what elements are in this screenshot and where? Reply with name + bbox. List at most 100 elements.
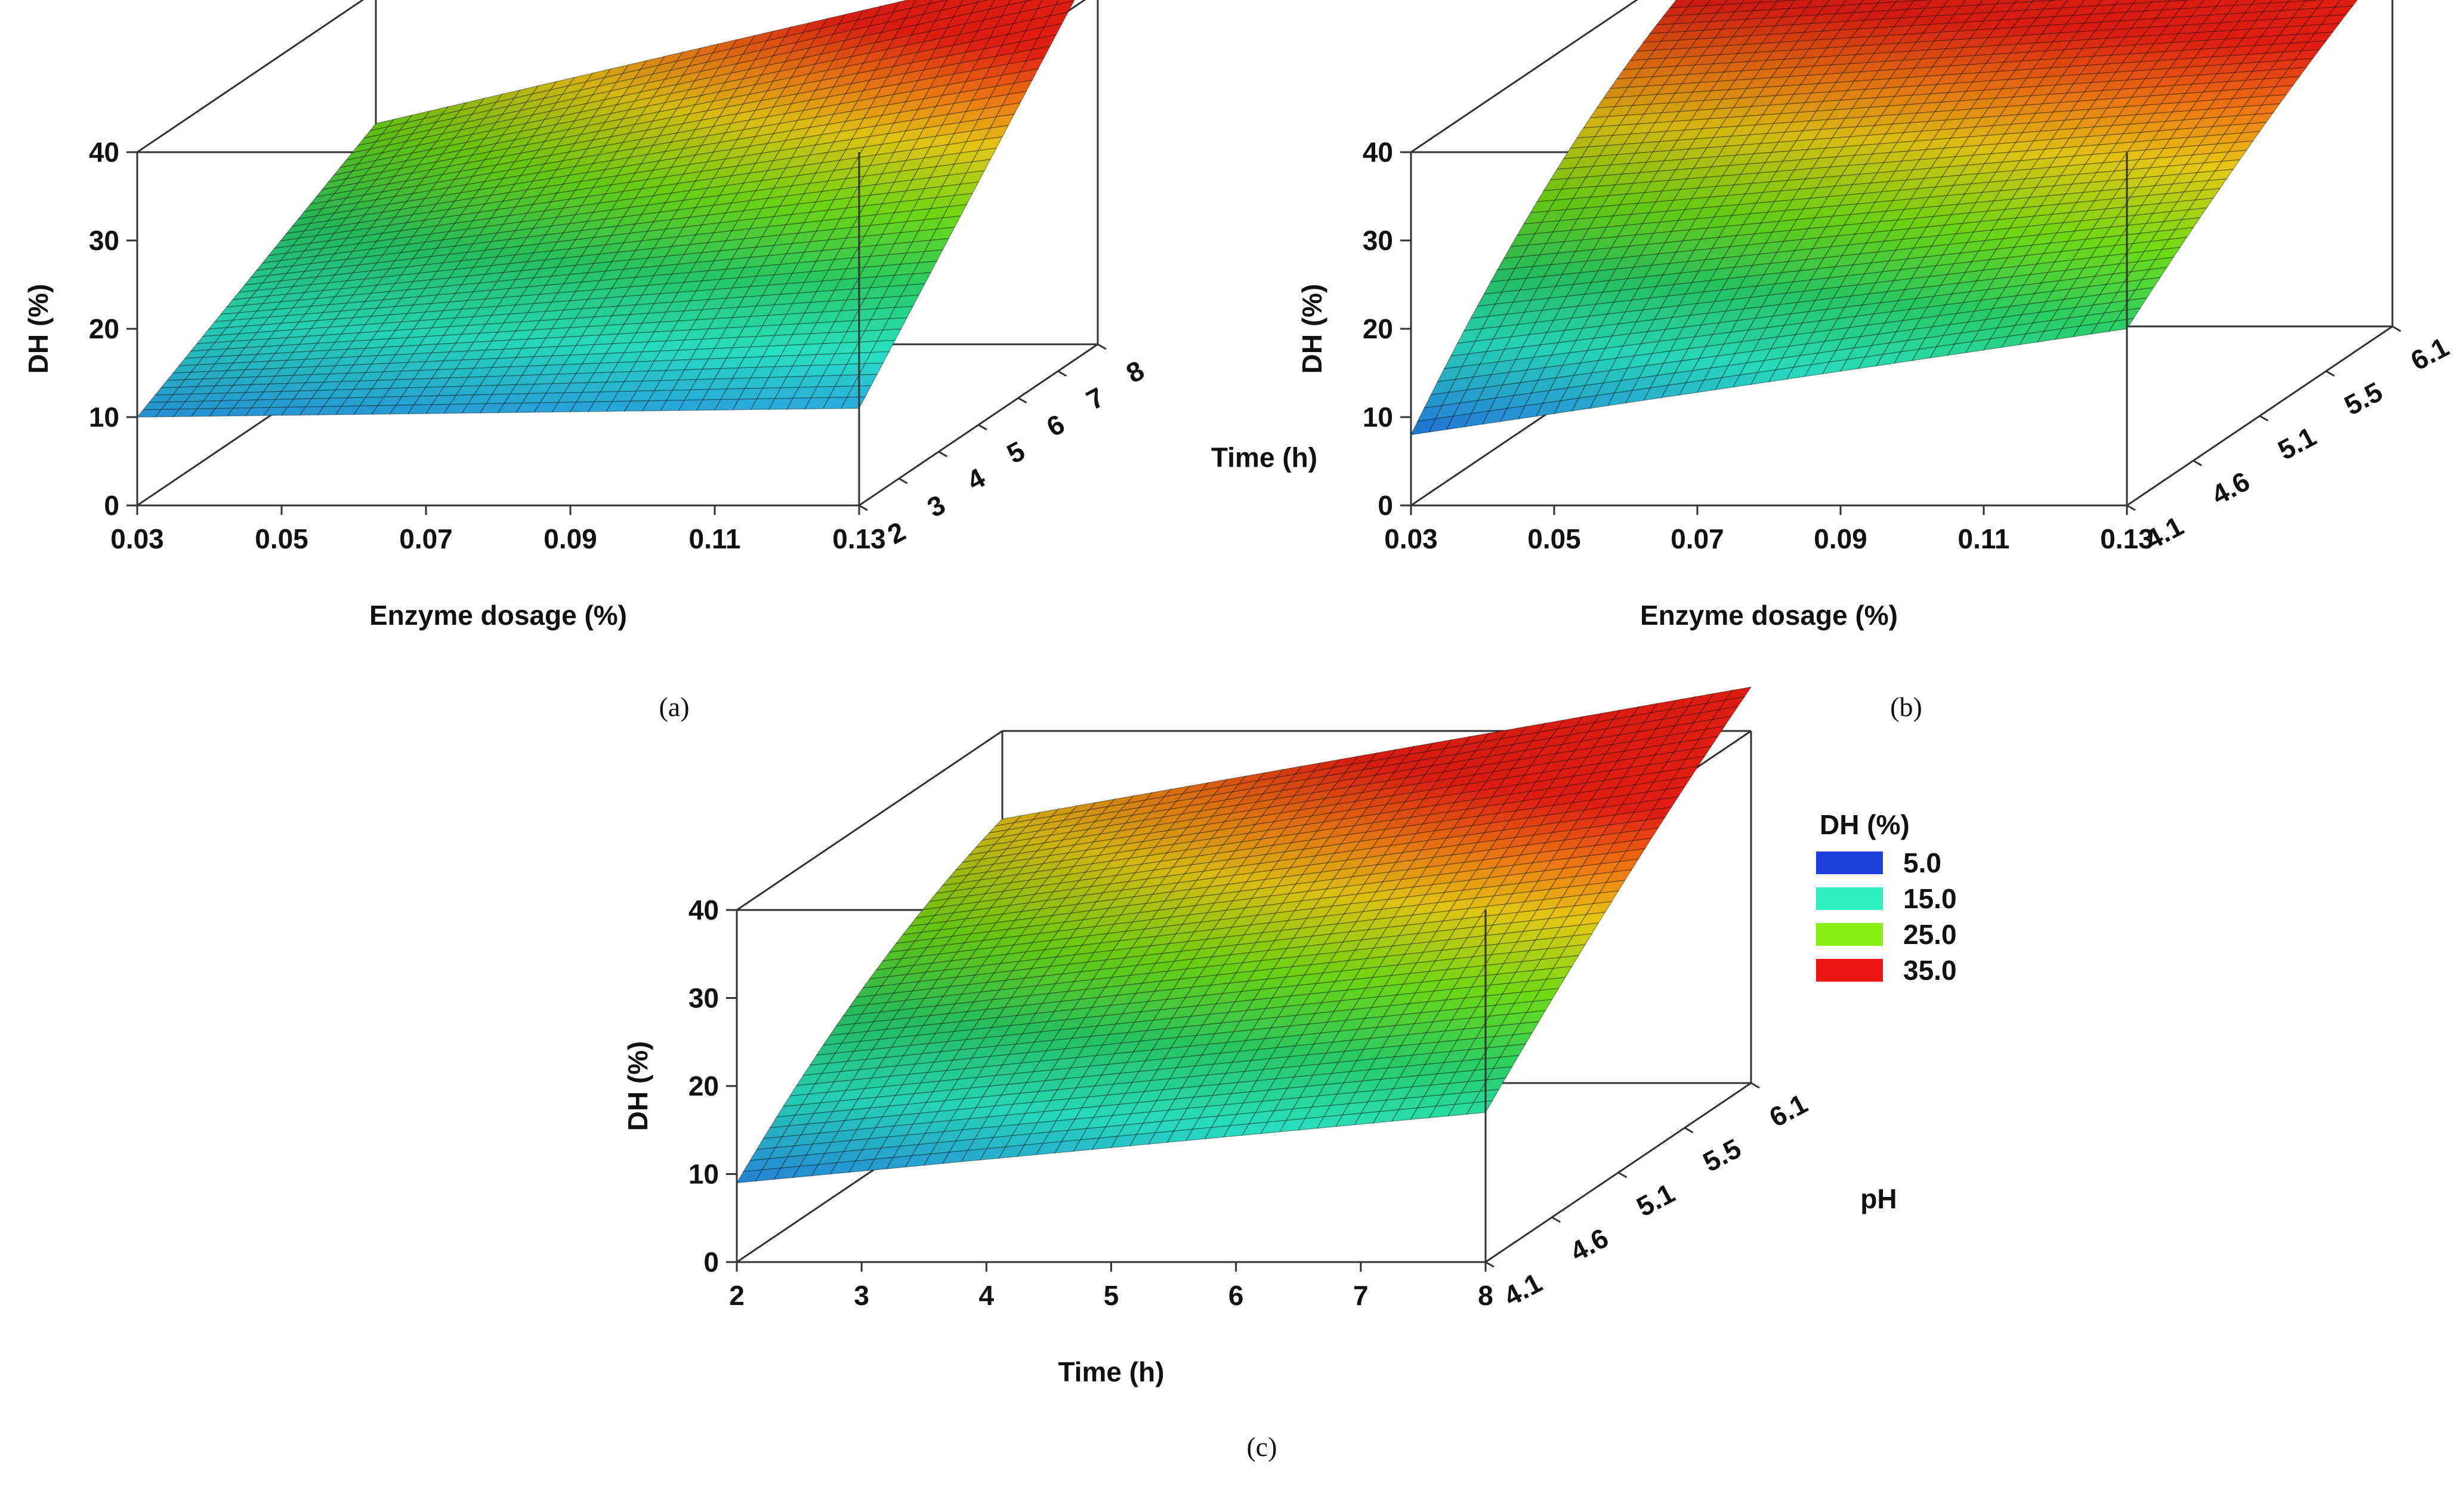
legend-label-3: 25.0	[1903, 919, 1957, 950]
y-tick	[938, 451, 948, 458]
z-axis-label: DH (%)	[23, 284, 54, 374]
panel-caption: (b)	[1890, 692, 1922, 722]
x-tick-label: 0.03	[110, 523, 164, 554]
surface-cell	[977, 136, 1003, 152]
response-surface	[736, 686, 1752, 1184]
panel-caption: (c)	[1246, 1432, 1277, 1462]
surface-cell	[2049, 0, 2065, 1]
y-tick	[1017, 397, 1027, 404]
x-tick-label: 0.13	[832, 523, 886, 554]
z-tick-label: 40	[89, 137, 119, 168]
surface-cell	[924, 238, 950, 252]
surface-cell	[2014, 0, 2034, 4]
y-tick	[2259, 415, 2269, 422]
z-axis-label: DH (%)	[622, 1041, 653, 1131]
surface-cell	[2251, 0, 2273, 5]
surface-cell	[977, 0, 990, 3]
x-tick-label: 4	[979, 1280, 995, 1311]
y-tick-label: 6.1	[2406, 331, 2454, 377]
surface-cell	[1722, 0, 1745, 5]
legend-swatch-4	[1816, 959, 1883, 982]
x-axis-label: Enzyme dosage (%)	[369, 600, 627, 631]
z-tick-label: 0	[104, 490, 119, 521]
y-tick	[1057, 370, 1067, 377]
surface-cell	[2168, 0, 2188, 2]
surface-cell	[1049, 0, 1075, 17]
y-tick	[859, 504, 868, 511]
x-tick-label: 0.05	[1527, 523, 1581, 554]
x-tick-label: 0.09	[544, 523, 597, 554]
surface-cell	[870, 340, 896, 353]
surface-cell	[864, 351, 890, 365]
y-tick-label: 5.1	[1632, 1177, 1680, 1223]
y-tick-label: 7	[1081, 381, 1109, 416]
y-tick-label: 5.5	[1698, 1133, 1746, 1178]
y-tick	[2126, 504, 2136, 511]
surface-cell	[1895, 0, 1915, 3]
z-tick-label: 30	[1363, 225, 1393, 256]
surface-cell	[858, 362, 884, 375]
z-tick-label: 40	[1363, 137, 1393, 168]
z-tick-label: 10	[89, 402, 119, 433]
legend-label-4: 35.0	[1903, 955, 1957, 986]
x-tick-label: 0.09	[1814, 523, 1867, 554]
x-tick-label: 2	[729, 1280, 745, 1311]
y-tick	[2392, 325, 2401, 332]
x-tick-label: 0.11	[1958, 523, 2010, 554]
y-tick-label: 4.1	[1499, 1267, 1547, 1312]
y-tick	[2326, 370, 2335, 377]
x-axis-label: Time (h)	[1058, 1356, 1164, 1387]
legend-label-2: 15.0	[1903, 883, 1957, 914]
z-tick-label: 30	[89, 225, 119, 256]
y-tick-label: 5.5	[2339, 376, 2388, 421]
y-tick-label: 2	[882, 516, 910, 550]
surface-cell	[953, 181, 980, 196]
x-tick-label: 7	[1353, 1280, 1369, 1311]
surface-cell	[965, 159, 992, 174]
x-tick-label: 5	[1104, 1280, 1119, 1311]
y-tick-label: 6	[1042, 408, 1070, 443]
x-tick-label: 0.03	[1384, 523, 1438, 554]
surface-cell	[1025, 0, 1034, 2]
y-axis-label: Time (h)	[1211, 442, 1317, 473]
y-tick-label: 4	[962, 462, 990, 496]
x-tick-label: 6	[1228, 1280, 1244, 1311]
x-tick-label: 0.07	[399, 523, 453, 554]
x-tick-label: 8	[1478, 1280, 1493, 1311]
y-tick	[1097, 343, 1107, 350]
y-tick-label: 4.6	[1565, 1222, 1613, 1267]
surface-cell	[2031, 0, 2052, 2]
surface-cell	[2333, 0, 2358, 8]
x-axis-label: Enzyme dosage (%)	[1640, 600, 1898, 631]
surface-cell	[1740, 0, 1762, 4]
legend-title: DH (%)	[1820, 809, 1910, 840]
x-tick-label: 0.07	[1671, 523, 1724, 554]
z-tick-label: 40	[688, 894, 719, 926]
y-tick-label: 8	[1121, 354, 1149, 389]
z-tick-label: 0	[1378, 490, 1393, 521]
legend-swatch-1	[1816, 852, 1883, 874]
y-tick	[2193, 459, 2202, 467]
y-tick	[1684, 1127, 1694, 1134]
z-tick-label: 20	[688, 1071, 719, 1102]
surface-cell	[1978, 0, 2000, 6]
response-surface	[1410, 0, 2358, 436]
response-surface	[136, 0, 1075, 418]
panel-caption: (a)	[659, 692, 689, 722]
surface-cell	[888, 306, 914, 319]
surface-cell	[1877, 0, 1898, 4]
surface-cell	[2197, 0, 2222, 8]
x-tick-label: 3	[854, 1280, 869, 1311]
y-tick-label: 6.1	[1764, 1088, 1813, 1133]
surface-cell	[2096, 0, 2120, 7]
surface-cell	[935, 215, 962, 230]
surface-cell	[1859, 0, 1881, 5]
surface-cell	[1805, 0, 1830, 8]
y-tick-label: 5.1	[2273, 421, 2321, 466]
surface-cell	[1055, 0, 1075, 5]
z-tick-label: 10	[1363, 402, 1393, 433]
legend-label-1: 5.0	[1903, 847, 1941, 878]
